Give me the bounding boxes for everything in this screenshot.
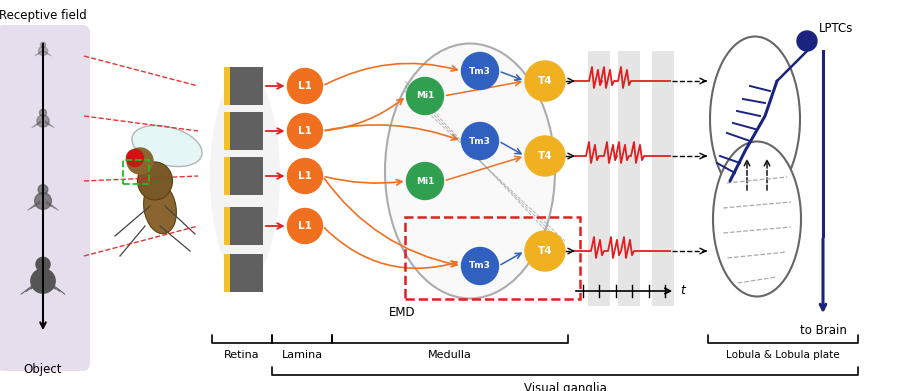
Text: LPTCs: LPTCs <box>819 23 853 36</box>
Ellipse shape <box>138 162 173 200</box>
Text: to Brain: to Brain <box>799 325 846 337</box>
FancyBboxPatch shape <box>0 25 90 371</box>
Circle shape <box>40 109 47 116</box>
Circle shape <box>462 122 499 160</box>
Text: L1: L1 <box>298 171 312 181</box>
Text: Object: Object <box>23 362 62 375</box>
Text: Tm3: Tm3 <box>469 136 491 145</box>
Text: T4: T4 <box>537 246 553 256</box>
Circle shape <box>40 42 46 47</box>
Text: Receptive field: Receptive field <box>0 9 87 23</box>
Text: T4: T4 <box>537 151 553 161</box>
Bar <box>227 207 263 245</box>
Text: Tm3: Tm3 <box>469 262 491 271</box>
Ellipse shape <box>132 126 202 167</box>
Circle shape <box>37 115 50 127</box>
Circle shape <box>525 136 565 176</box>
Circle shape <box>127 148 153 174</box>
Bar <box>123 160 149 184</box>
Circle shape <box>462 248 499 285</box>
Circle shape <box>287 113 322 149</box>
Ellipse shape <box>710 36 800 201</box>
Circle shape <box>36 257 50 271</box>
Circle shape <box>407 163 444 199</box>
Circle shape <box>39 47 48 56</box>
Bar <box>224 67 230 105</box>
Bar <box>224 254 230 292</box>
Circle shape <box>287 208 322 244</box>
Circle shape <box>38 185 48 194</box>
Text: Mi1: Mi1 <box>416 91 434 100</box>
Text: L1: L1 <box>298 126 312 136</box>
Circle shape <box>31 269 55 293</box>
Text: EMD: EMD <box>389 307 415 319</box>
Text: Mi1: Mi1 <box>416 176 434 185</box>
Bar <box>224 157 230 195</box>
Text: Lobula & Lobula plate: Lobula & Lobula plate <box>726 350 840 360</box>
Bar <box>588 51 610 306</box>
Text: Retina: Retina <box>224 350 260 360</box>
Circle shape <box>462 52 499 90</box>
Bar <box>224 112 230 150</box>
Text: Visual ganglia: Visual ganglia <box>524 382 607 391</box>
Circle shape <box>287 68 322 104</box>
Ellipse shape <box>144 182 176 234</box>
Bar <box>227 112 263 150</box>
Circle shape <box>525 231 565 271</box>
Circle shape <box>287 158 322 194</box>
Bar <box>652 51 674 306</box>
Text: Medulla: Medulla <box>428 350 472 360</box>
Text: Tm3: Tm3 <box>469 66 491 75</box>
Circle shape <box>127 149 143 167</box>
Bar <box>227 67 263 105</box>
Text: T4: T4 <box>537 76 553 86</box>
Bar <box>224 207 230 245</box>
Ellipse shape <box>210 71 280 281</box>
Bar <box>227 157 263 195</box>
Bar <box>227 254 263 292</box>
Circle shape <box>407 77 444 115</box>
Bar <box>618 51 640 306</box>
Text: L1: L1 <box>298 221 312 231</box>
Text: t: t <box>680 285 685 298</box>
Text: Lamina: Lamina <box>282 350 322 360</box>
Bar <box>405 217 580 299</box>
Circle shape <box>797 31 817 51</box>
Text: L1: L1 <box>298 81 312 91</box>
Circle shape <box>525 61 565 101</box>
Ellipse shape <box>713 142 801 296</box>
Ellipse shape <box>385 43 555 298</box>
Circle shape <box>34 193 51 209</box>
